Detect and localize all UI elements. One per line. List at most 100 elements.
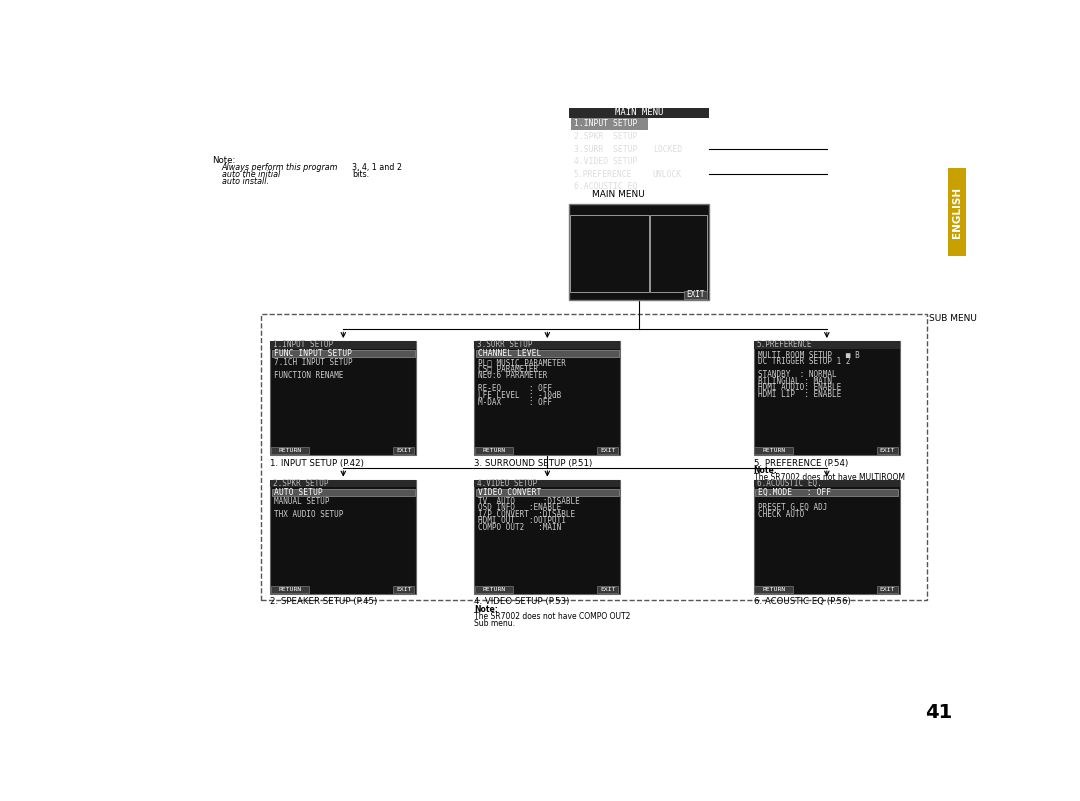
- Bar: [754, 341, 900, 455]
- Text: 6. ACOUSTIC EQ (P.56): 6. ACOUSTIC EQ (P.56): [754, 598, 850, 606]
- Bar: [475, 586, 513, 593]
- Bar: [649, 215, 706, 292]
- Text: Sub menu.: Sub menu.: [474, 619, 515, 628]
- Text: HDMI AUDIO: ENABLE: HDMI AUDIO: ENABLE: [757, 383, 841, 392]
- Text: PRESET G.EQ ADJ: PRESET G.EQ ADJ: [757, 503, 827, 513]
- Text: MANUAL SETUP: MANUAL SETUP: [274, 497, 329, 506]
- Bar: [597, 586, 618, 593]
- Text: The SR7002 does not have MULTIROOM: The SR7002 does not have MULTIROOM: [754, 473, 905, 482]
- Text: ENGLISH: ENGLISH: [951, 187, 962, 238]
- Bar: [571, 119, 648, 130]
- Text: MAIN MENU: MAIN MENU: [592, 190, 645, 199]
- Text: OSD INFO   :ENABLE: OSD INFO :ENABLE: [478, 503, 562, 513]
- Text: FUNCTION RENAME: FUNCTION RENAME: [274, 372, 343, 380]
- Text: EXIT: EXIT: [396, 587, 411, 592]
- Text: DC TRIGGER SETUP 1 2: DC TRIGGER SETUP 1 2: [757, 357, 850, 366]
- Text: EXIT: EXIT: [600, 587, 616, 592]
- Text: RETURN: RETURN: [762, 449, 785, 453]
- Bar: [270, 480, 417, 487]
- Text: 6.ACOUSTIC EQ: 6.ACOUSTIC EQ: [573, 183, 637, 191]
- Text: 5.PREFERENCE: 5.PREFERENCE: [573, 170, 632, 179]
- Bar: [754, 480, 900, 594]
- Text: Note:: Note:: [754, 466, 778, 476]
- Text: MAIN MENU: MAIN MENU: [615, 108, 663, 117]
- Text: 1. INPUT SETUP (P.42): 1. INPUT SETUP (P.42): [270, 459, 364, 468]
- Text: NEO:6 PARAMETER: NEO:6 PARAMETER: [478, 372, 548, 380]
- Text: 4.VIDEO SETUP: 4.VIDEO SETUP: [573, 157, 637, 166]
- Text: 1.INPUT SETUP: 1.INPUT SETUP: [573, 119, 637, 128]
- Bar: [877, 447, 897, 454]
- Bar: [272, 489, 415, 496]
- Text: EXIT: EXIT: [396, 449, 411, 453]
- Bar: [270, 341, 417, 455]
- Text: SETUP and 8Ω items.: SETUP and 8Ω items.: [754, 481, 834, 489]
- Text: SUB MENU: SUB MENU: [929, 314, 977, 323]
- Text: 3. SURROUND SETUP (P.51): 3. SURROUND SETUP (P.51): [474, 459, 593, 468]
- Bar: [474, 480, 621, 487]
- Text: 41: 41: [924, 703, 951, 722]
- Text: M-DAX      : OFF: M-DAX : OFF: [478, 397, 552, 406]
- Text: HDMI OUT   :OUTPUT1: HDMI OUT :OUTPUT1: [478, 517, 566, 525]
- Text: auto the initial: auto the initial: [221, 170, 280, 179]
- Bar: [393, 447, 414, 454]
- Text: RE-EQ      : OFF: RE-EQ : OFF: [478, 384, 552, 393]
- Bar: [684, 291, 706, 299]
- Bar: [569, 204, 710, 300]
- Bar: [755, 586, 793, 593]
- Text: RETURN: RETURN: [483, 449, 505, 453]
- Text: 1.INPUT SETUP: 1.INPUT SETUP: [273, 340, 334, 349]
- Text: RETURN: RETURN: [279, 587, 301, 592]
- Text: UNLOCK: UNLOCK: [652, 170, 681, 179]
- Bar: [948, 167, 967, 256]
- Text: LFE LEVEL  : -10dB: LFE LEVEL : -10dB: [478, 391, 562, 400]
- Bar: [755, 447, 793, 454]
- Text: 3.SURR  SETUP: 3.SURR SETUP: [573, 145, 637, 154]
- Text: The SR7002 does not have COMPO OUT2: The SR7002 does not have COMPO OUT2: [474, 612, 631, 621]
- Text: EXIT: EXIT: [686, 290, 704, 300]
- Text: TV  AUTO      :DISABLE: TV AUTO :DISABLE: [478, 497, 580, 506]
- Text: Note:: Note:: [474, 605, 498, 614]
- Text: RETURN: RETURN: [483, 587, 505, 592]
- Text: CHECK AUTO: CHECK AUTO: [757, 510, 804, 519]
- Bar: [271, 447, 309, 454]
- Bar: [755, 489, 899, 496]
- Bar: [475, 447, 513, 454]
- Text: 5.PREFERENCE: 5.PREFERENCE: [757, 340, 812, 349]
- Bar: [474, 341, 621, 348]
- Text: Note:: Note:: [213, 156, 235, 165]
- Bar: [569, 107, 710, 118]
- Bar: [877, 586, 897, 593]
- Text: CSⅡ PARAMETER: CSⅡ PARAMETER: [478, 364, 538, 374]
- Bar: [474, 341, 621, 455]
- Text: RETURN: RETURN: [279, 449, 301, 453]
- Text: RETURN: RETURN: [762, 587, 785, 592]
- Bar: [270, 480, 417, 594]
- Text: EXIT: EXIT: [879, 449, 895, 453]
- Text: LOCKED: LOCKED: [652, 145, 681, 154]
- Bar: [597, 447, 618, 454]
- Bar: [474, 480, 621, 594]
- Text: COMPO OUT2   :MAIN: COMPO OUT2 :MAIN: [478, 523, 562, 532]
- Text: 4.VIDEO SETUP: 4.VIDEO SETUP: [477, 479, 538, 488]
- Text: 2.SPKR  SETUP: 2.SPKR SETUP: [573, 132, 637, 141]
- Bar: [570, 215, 649, 292]
- Text: MULTI ROOM SETUP   ■ B: MULTI ROOM SETUP ■ B: [757, 351, 860, 360]
- Text: 4. VIDEO SETUP (P.53): 4. VIDEO SETUP (P.53): [474, 598, 569, 606]
- Text: EQ.MODE   : OFF: EQ.MODE : OFF: [757, 488, 831, 497]
- Text: HDMI LIP  : ENABLE: HDMI LIP : ENABLE: [757, 390, 841, 399]
- Bar: [754, 341, 900, 348]
- Bar: [271, 586, 309, 593]
- Text: 3, 4, 1 and 2: 3, 4, 1 and 2: [352, 163, 402, 172]
- Bar: [272, 350, 415, 357]
- Text: bits.: bits.: [352, 170, 369, 179]
- Text: EXIT: EXIT: [600, 449, 616, 453]
- Text: 5. PREFERENCE (P.54): 5. PREFERENCE (P.54): [754, 459, 848, 468]
- Text: PLⅡ MUSIC PARAMETER: PLⅡ MUSIC PARAMETER: [478, 358, 566, 367]
- Text: VIDEO CONVERT: VIDEO CONVERT: [478, 488, 541, 497]
- Text: 6.ACOUSTIC EQ.: 6.ACOUSTIC EQ.: [757, 479, 822, 488]
- Text: BILINGUAL : MAIN: BILINGUAL : MAIN: [757, 376, 832, 386]
- Text: auto install.: auto install.: [221, 177, 269, 186]
- Bar: [754, 480, 900, 487]
- Bar: [261, 314, 927, 601]
- Text: STANDBY  : NORMAL: STANDBY : NORMAL: [757, 370, 836, 379]
